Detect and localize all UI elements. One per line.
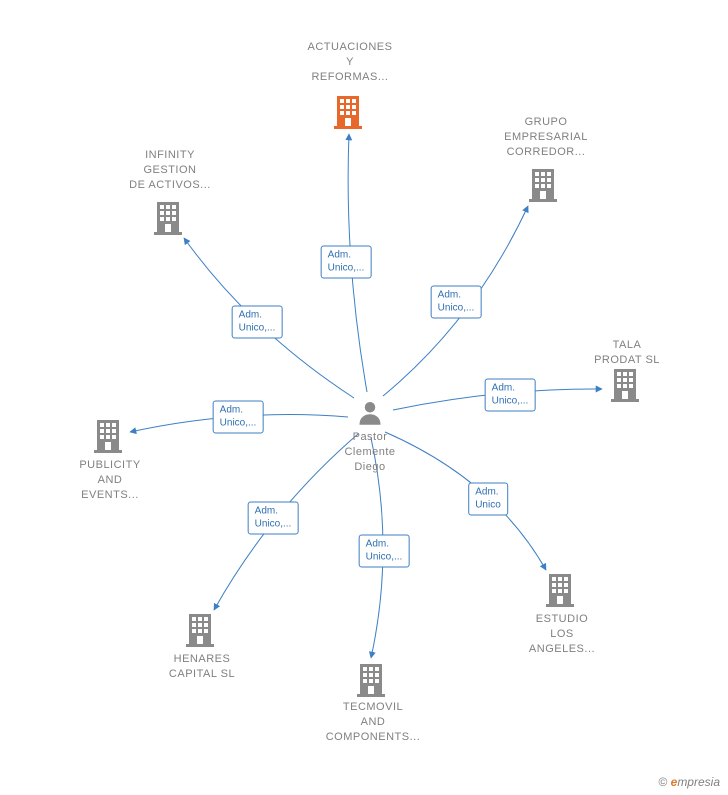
edge-label: Adm. Unico,... (359, 535, 410, 568)
edge-label: Adm. Unico,... (431, 286, 482, 319)
node-label: TALA PRODAT SL (594, 338, 660, 368)
building-icon (330, 94, 366, 130)
edge-label: Adm. Unico,... (321, 246, 372, 279)
building-icon (182, 612, 218, 648)
node-label: PUBLICITY AND EVENTS... (79, 458, 140, 503)
edge-label: Adm. Unico,... (213, 401, 264, 434)
brand-rest: mpresia (677, 775, 720, 789)
building-icon (542, 572, 578, 608)
building-icon (150, 200, 186, 236)
center-node-label: Pastor Clemente Diego (344, 430, 395, 475)
person-icon (356, 399, 384, 432)
node-label: GRUPO EMPRESARIAL CORREDOR... (504, 115, 588, 160)
footer-credit: © empresia (658, 775, 720, 789)
edge-label: Adm. Unico (468, 483, 508, 516)
building-icon (353, 662, 389, 698)
edge-label: Adm. Unico,... (485, 379, 536, 412)
building-icon (607, 367, 643, 403)
node-label: INFINITY GESTION DE ACTIVOS... (129, 148, 211, 193)
edge-label: Adm. Unico,... (232, 306, 283, 339)
copyright-symbol: © (658, 775, 667, 789)
node-label: ESTUDIO LOS ANGELES... (529, 612, 595, 657)
building-icon (525, 167, 561, 203)
node-label: ACTUACIONES Y REFORMAS... (308, 40, 393, 85)
node-label: HENARES CAPITAL SL (169, 652, 235, 682)
edge-label: Adm. Unico,... (248, 502, 299, 535)
node-label: TECMOVIL AND COMPONENTS... (326, 700, 421, 745)
building-icon (90, 418, 126, 454)
